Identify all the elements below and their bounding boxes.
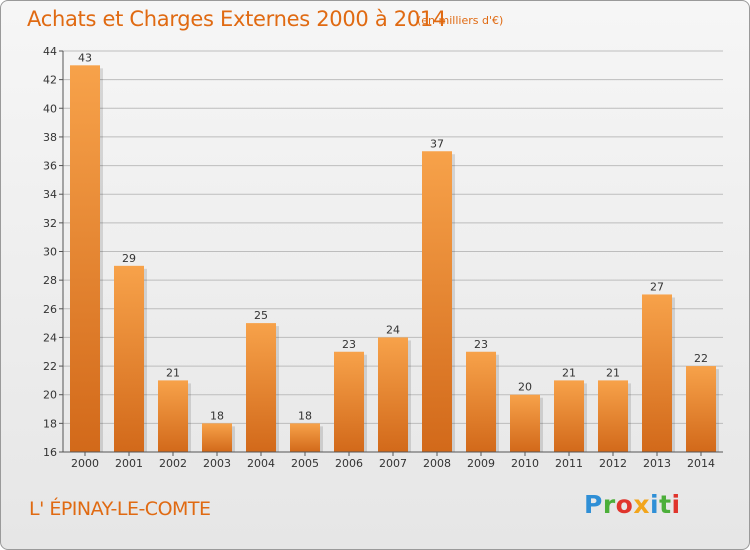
x-tick-label: 2012 (599, 457, 627, 470)
x-tick-label: 2014 (687, 457, 715, 470)
x-tick-label: 2007 (379, 457, 407, 470)
proxiti-logo[interactable]: Proxiti (584, 490, 681, 519)
bar (70, 65, 100, 453)
data-label: 37 (430, 137, 444, 150)
chart-title: Achats et Charges Externes 2000 à 2014 (27, 7, 447, 31)
bar (202, 423, 232, 452)
y-tick-label: 40 (43, 102, 57, 115)
data-label: 24 (386, 323, 400, 336)
x-tick-label: 2006 (335, 457, 363, 470)
logo-letter: o (615, 490, 634, 519)
bar (642, 294, 672, 452)
x-tick-label: 2011 (555, 457, 583, 470)
bar (246, 323, 276, 452)
y-tick-label: 16 (43, 446, 57, 459)
data-label: 18 (210, 409, 224, 422)
commune-name: L' ÉPINAY-LE-COMTE (29, 498, 211, 520)
y-tick-label: 24 (43, 331, 57, 344)
x-tick-label: 2003 (203, 457, 231, 470)
x-tick-label: 2005 (291, 457, 319, 470)
data-label: 23 (342, 338, 356, 351)
y-tick-label: 36 (43, 160, 57, 173)
bar (290, 423, 320, 452)
logo-letter: x (633, 490, 650, 519)
bar (158, 380, 188, 452)
x-tick-label: 2001 (115, 457, 143, 470)
bar (378, 337, 408, 452)
data-label: 21 (562, 366, 576, 379)
y-tick-label: 20 (43, 389, 57, 402)
y-tick-label: 32 (43, 217, 57, 230)
data-label: 43 (78, 51, 92, 64)
bar (422, 151, 452, 452)
y-tick-label: 34 (43, 188, 57, 201)
x-tick-label: 2002 (159, 457, 187, 470)
y-tick-label: 22 (43, 360, 57, 373)
unit-label: (en milliers d'€) (417, 14, 504, 27)
data-label: 23 (474, 338, 488, 351)
y-tick-label: 28 (43, 274, 57, 287)
data-label: 29 (122, 252, 136, 265)
y-tick-label: 18 (43, 417, 57, 430)
logo-letter: r (602, 490, 616, 519)
y-tick-label: 26 (43, 303, 57, 316)
y-tick-label: 38 (43, 131, 57, 144)
x-tick-label: 2013 (643, 457, 671, 470)
data-label: 21 (606, 366, 620, 379)
x-tick-label: 2004 (247, 457, 275, 470)
logo-letter: P (584, 490, 603, 519)
y-tick-label: 30 (43, 246, 57, 259)
bar (598, 380, 628, 452)
data-label: 21 (166, 366, 180, 379)
x-tick-label: 2010 (511, 457, 539, 470)
bar (510, 394, 540, 452)
x-tick-label: 2009 (467, 457, 495, 470)
bar (114, 265, 144, 452)
data-label: 25 (254, 309, 268, 322)
data-label: 22 (694, 352, 708, 365)
data-label: 18 (298, 409, 312, 422)
logo-letter: i (671, 490, 681, 519)
logo-letter: t (659, 490, 672, 519)
x-tick-label: 2000 (71, 457, 99, 470)
data-label: 27 (650, 280, 664, 293)
y-tick-label: 44 (43, 45, 57, 58)
bar (334, 351, 364, 452)
x-tick-label: 2008 (423, 457, 451, 470)
logo-letter: i (650, 490, 660, 519)
bar (686, 366, 716, 452)
data-label: 20 (518, 381, 532, 394)
y-tick-label: 42 (43, 74, 57, 87)
bars: 43 29 21 18 25 18 23 24 37 23 20 21 21 27 22 (70, 51, 719, 453)
bar (466, 351, 496, 452)
axes: 16 18 20 22 24 26 28 30 32 34 36 38 40 42 44 2000 2001 20… (43, 45, 723, 470)
bar (554, 380, 584, 452)
